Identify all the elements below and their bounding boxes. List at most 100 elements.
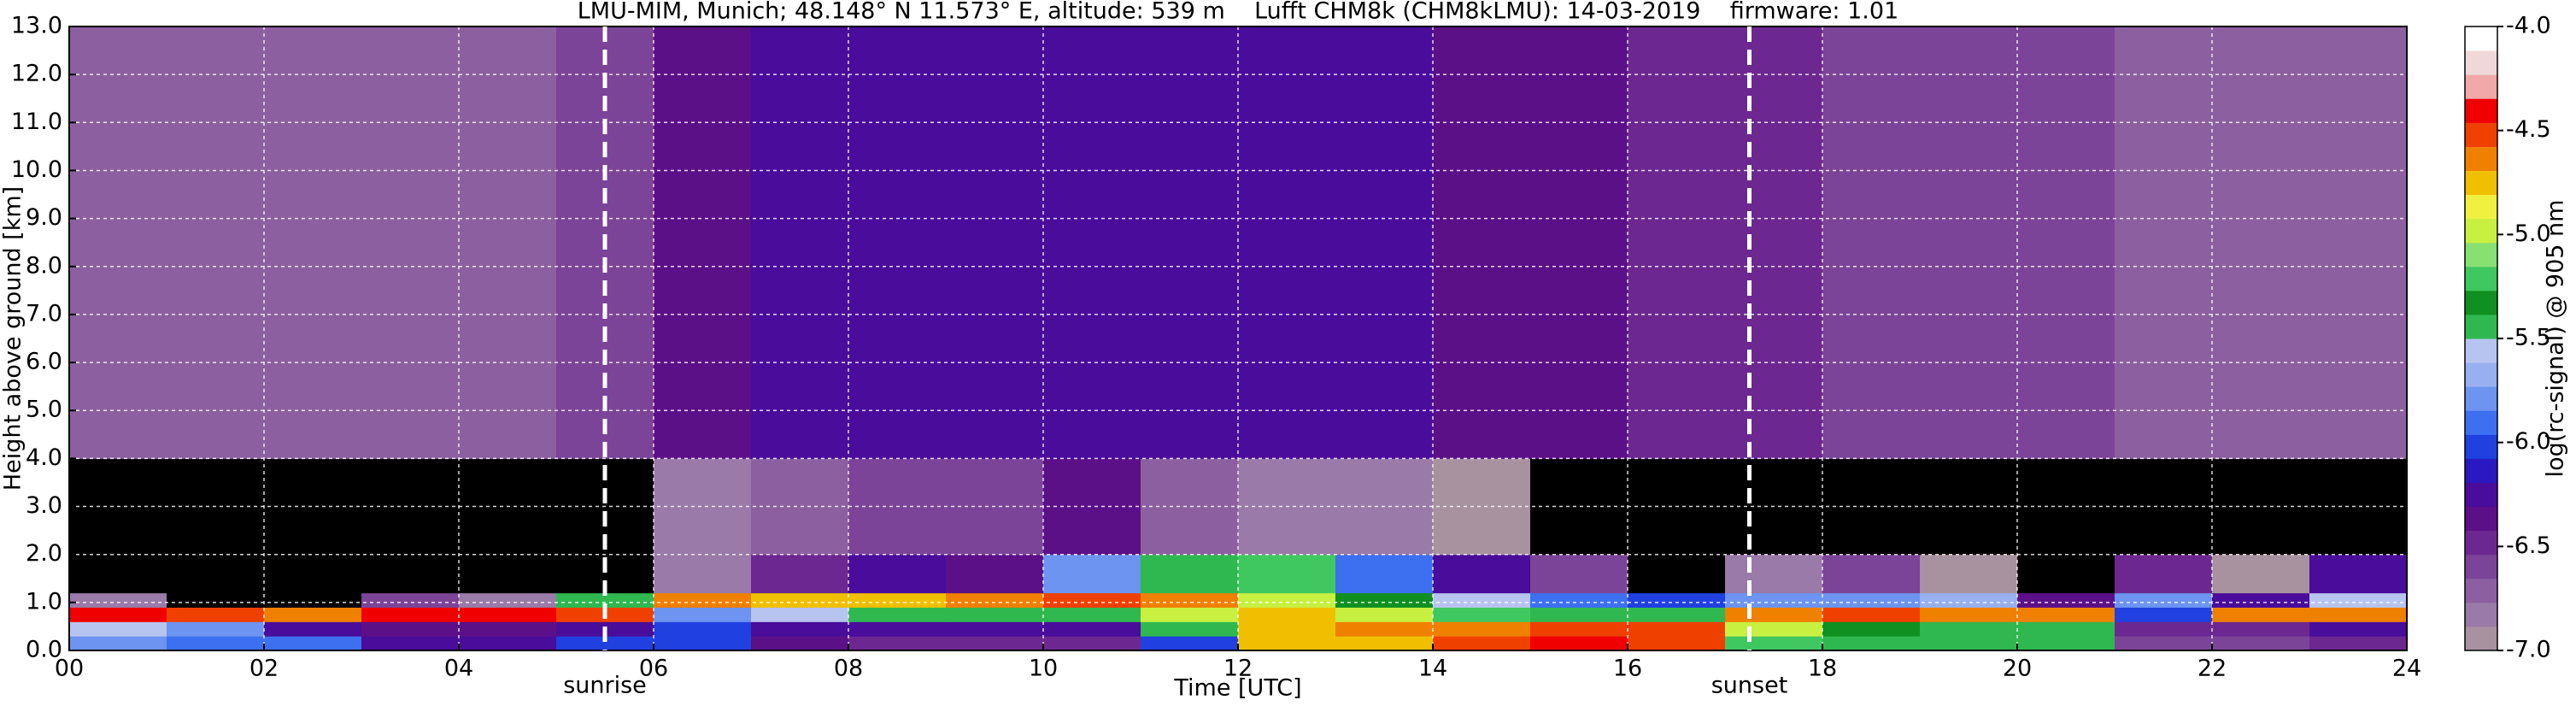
heatmap-cell <box>1725 621 1823 637</box>
heatmap-cell <box>69 607 167 622</box>
colorbar-step <box>2465 578 2497 603</box>
heatmap-cell <box>2115 554 2213 594</box>
colorbar-step <box>2465 194 2497 220</box>
heatmap-cell <box>1238 621 1336 637</box>
heatmap-cell <box>2212 621 2310 637</box>
heatmap-cell <box>1335 554 1434 594</box>
heatmap-cell <box>1141 26 1239 459</box>
heatmap-cell <box>946 607 1044 622</box>
heatmap-cell <box>1725 554 1823 594</box>
heatmap-cell <box>1141 607 1239 622</box>
heatmap-cell <box>2212 554 2310 594</box>
heatmap-cell <box>1043 458 1141 556</box>
y-tick-label: 6.0 <box>26 349 62 375</box>
heatmap-cell <box>654 554 752 594</box>
heatmap-cell <box>1238 554 1336 594</box>
heatmap-cell <box>1628 592 1726 608</box>
x-axis-label: Time [UTC] <box>1173 675 1301 702</box>
colorbar-step <box>2465 50 2497 75</box>
heatmap-cell <box>2017 607 2115 622</box>
heatmap-cell <box>1141 592 1239 608</box>
colorbar-step <box>2465 338 2497 363</box>
heatmap-cell <box>69 621 167 637</box>
heatmap-cell <box>2212 458 2310 556</box>
heatmap-cell <box>751 621 849 637</box>
y-tick-label: 12.0 <box>11 61 62 87</box>
heatmap-cell <box>167 592 265 608</box>
heatmap-cell <box>2017 554 2115 594</box>
x-tick-label: 02 <box>249 656 279 682</box>
heatmap-cell <box>1433 592 1531 608</box>
heatmap-cell <box>2309 458 2408 556</box>
heatmap-cell <box>264 458 362 556</box>
heatmap-cell <box>1043 26 1141 459</box>
heatmap-cell <box>1822 636 1921 651</box>
y-tick-label: 1.0 <box>26 588 62 615</box>
y-tick-label: 10.0 <box>11 156 62 183</box>
heatmap-cell <box>751 607 849 622</box>
y-tick-label: 11.0 <box>11 109 62 135</box>
x-tick-label: 20 <box>2003 656 2032 682</box>
heatmap-cell <box>848 554 947 594</box>
colorbar-step <box>2465 146 2497 171</box>
heatmap-cell <box>459 554 557 594</box>
heatmap-cell <box>361 26 460 459</box>
heatmap-cell <box>848 592 947 608</box>
colorbar-step <box>2465 506 2497 532</box>
heatmap-cell <box>654 636 752 651</box>
heatmap-cell <box>1043 636 1141 651</box>
colorbar-step <box>2465 266 2497 291</box>
heatmap-cell <box>1920 458 2018 556</box>
heatmap-cell <box>1141 458 1239 556</box>
heatmap-cell <box>1335 26 1434 459</box>
colorbar-tick-label: -4.0 <box>2506 13 2551 39</box>
heatmap-cell <box>167 636 265 651</box>
x-tick-label: 08 <box>834 656 863 682</box>
heatmap-cell <box>1238 26 1336 459</box>
colorbar-tick-label: -6.5 <box>2506 532 2551 559</box>
heatmap-cell <box>459 621 557 637</box>
heatmap-cell <box>361 592 460 608</box>
heatmap-cell <box>654 26 752 459</box>
colorbar-step <box>2465 362 2497 387</box>
heatmap-cell <box>1920 636 2018 651</box>
y-tick-label: 5.0 <box>26 397 62 423</box>
colorbar-tick-label: -7.0 <box>2506 637 2551 663</box>
colorbar-step <box>2465 554 2497 580</box>
heatmap-cell <box>1433 607 1531 622</box>
colorbar-tick-label: -4.5 <box>2506 116 2551 143</box>
heatmap-cell <box>751 458 849 556</box>
colorbar-step <box>2465 74 2497 99</box>
heatmap-cell <box>2212 607 2310 622</box>
heatmap-cell <box>946 636 1044 651</box>
heatmap-cell <box>361 621 460 637</box>
colorbar-step <box>2465 626 2497 651</box>
heatmap-cell <box>1725 592 1823 608</box>
heatmap-cell <box>69 592 167 608</box>
heatmap-cell <box>1628 26 1726 459</box>
heatmap-cell <box>1920 592 2018 608</box>
colorbar-step <box>2465 482 2497 508</box>
heatmap-cell <box>361 554 460 594</box>
heatmap-cell <box>2309 607 2408 622</box>
heatmap-cell <box>1530 554 1628 594</box>
heatmap-cell <box>1920 607 2018 622</box>
colorbar-step <box>2465 602 2497 627</box>
heatmap-cell <box>946 554 1044 594</box>
heatmap-cell <box>946 621 1044 637</box>
colorbar-tick-label: -5.0 <box>2506 221 2551 247</box>
heatmap-cell <box>264 554 362 594</box>
x-tick-label: 14 <box>1418 656 1447 682</box>
heatmap-cell <box>848 621 947 637</box>
heatmap-cell <box>1043 592 1141 608</box>
heatmap-cell <box>1433 458 1531 556</box>
x-tick-label: 00 <box>55 656 84 682</box>
heatmap-cell <box>751 554 849 594</box>
heatmap-cell <box>1335 592 1434 608</box>
colorbar-step <box>2465 242 2497 268</box>
colorbar-tick-label: -5.5 <box>2506 325 2551 351</box>
heatmap-cell <box>1530 592 1628 608</box>
heatmap-cell <box>1043 621 1141 637</box>
heatmap-cell <box>2309 26 2408 459</box>
heatmap-cell <box>2309 621 2408 637</box>
